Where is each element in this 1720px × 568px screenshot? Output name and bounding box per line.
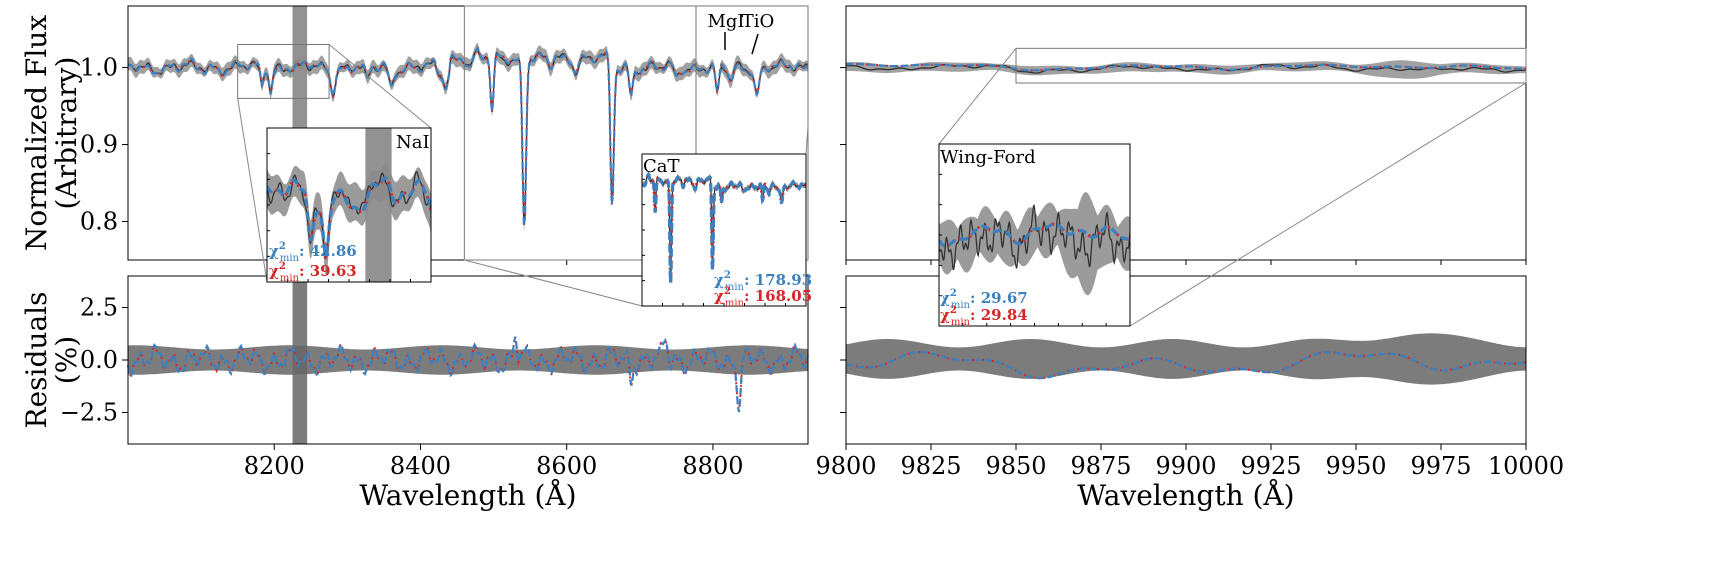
wf-inset-model-red [939,222,1130,248]
bottom-right-xtick-label: 9950 [1325,452,1386,480]
connector-nai-1 [237,98,268,283]
top-left-uncertainty-band [128,43,808,231]
connector-nai-2 [328,44,432,129]
top-left-ylabel-1: Normalized Flux [20,15,53,251]
top-right-uncertainty-band [846,60,1526,79]
bottom-left-ylabel-2: (%) [50,336,83,384]
top-left-ytick-label: 0.9 [80,131,118,159]
top-right-model-blue [845,62,1526,72]
inset-nai-chi2-red: χ2 min: 39.63 [269,261,357,284]
wf-inset-plot [939,192,1130,296]
top-left-model-blue [127,45,809,227]
connector-cat-2 [805,125,809,155]
connector-wf-1 [938,48,1017,145]
bottom-left-ylabel-1: Residuals [20,292,53,429]
bottom-left-xtick-label: 8200 [244,452,305,480]
bottom-right-xtick-label: 9900 [1155,452,1216,480]
bottom-right-xtick-label: 10000 [1488,452,1564,480]
inset-wf-chi2-red: χ2 min: 29.84 [940,305,1028,328]
bottom-left-xtick-label: 8600 [536,452,597,480]
bottom-right-xtick-label: 9875 [1070,452,1131,480]
nai-inset-plot [267,128,431,282]
connector-cat-1 [464,259,643,307]
wf-inset-band [939,192,1130,296]
bottom-right-xtick-label: 9850 [985,452,1046,480]
inset-nai-chi2-blue: χ2 min: 42.86 [269,241,357,264]
annotation-tio: TiO [742,11,775,32]
wf-inset-model-blue [939,222,1130,248]
cat-inset-plot [642,171,806,286]
top-left-ytick-label: 0.8 [80,208,118,236]
bottom-right-xtick-label: 9800 [815,452,876,480]
inset-label-nai: NaI [396,132,430,153]
top-right-model-red [845,63,1526,72]
inset-label-wing-ford: Wing-Ford [940,147,1036,168]
bottom-left-xtick-label: 8800 [682,452,743,480]
bottom-right-xtick-label: 9825 [900,452,961,480]
connector-wf-2 [1129,82,1527,327]
nai-inset-shade [365,128,392,282]
bottom-right-xlabel: Wavelength (Å) [1077,479,1294,512]
top-left-ylabel-2: (Arbitrary) [50,57,83,210]
inset-label-cat: CaT [643,156,680,177]
annotation-mgi: MgI [707,11,744,32]
bottom-left-ytick-label: 0.0 [80,346,118,374]
top-left-ytick-label: 1.0 [80,54,118,82]
annotation-tio-pointer [751,33,759,55]
inset-cat-chi2-blue: χ2 min: 178.93 [714,270,812,293]
bottom-left-ytick-label: 2.5 [80,294,118,322]
inset-cat-chi2-red: χ2 min: 168.05 [714,286,812,309]
bottom-right-residual-blue [845,350,1527,380]
bottom-left-residual-blue [126,336,810,413]
cat-inset-model-blue [642,172,806,284]
bottom-left-xlabel: Wavelength (Å) [359,479,576,512]
nai-inset-data [267,171,431,260]
zoom-box-nai [237,43,330,99]
zoom-box-wing-ford [1015,47,1527,84]
inset-wf-chi2-blue: χ2 min: 29.67 [940,288,1028,311]
bottom-left-ytick-label: −2.5 [60,399,118,427]
wf-inset-data [939,204,1130,271]
bottom-right-xtick-label: 9925 [1240,452,1301,480]
nai-inset-model-blue [267,176,431,260]
bottom-right-xtick-label: 9975 [1410,452,1471,480]
bottom-left-xtick-label: 8400 [390,452,451,480]
